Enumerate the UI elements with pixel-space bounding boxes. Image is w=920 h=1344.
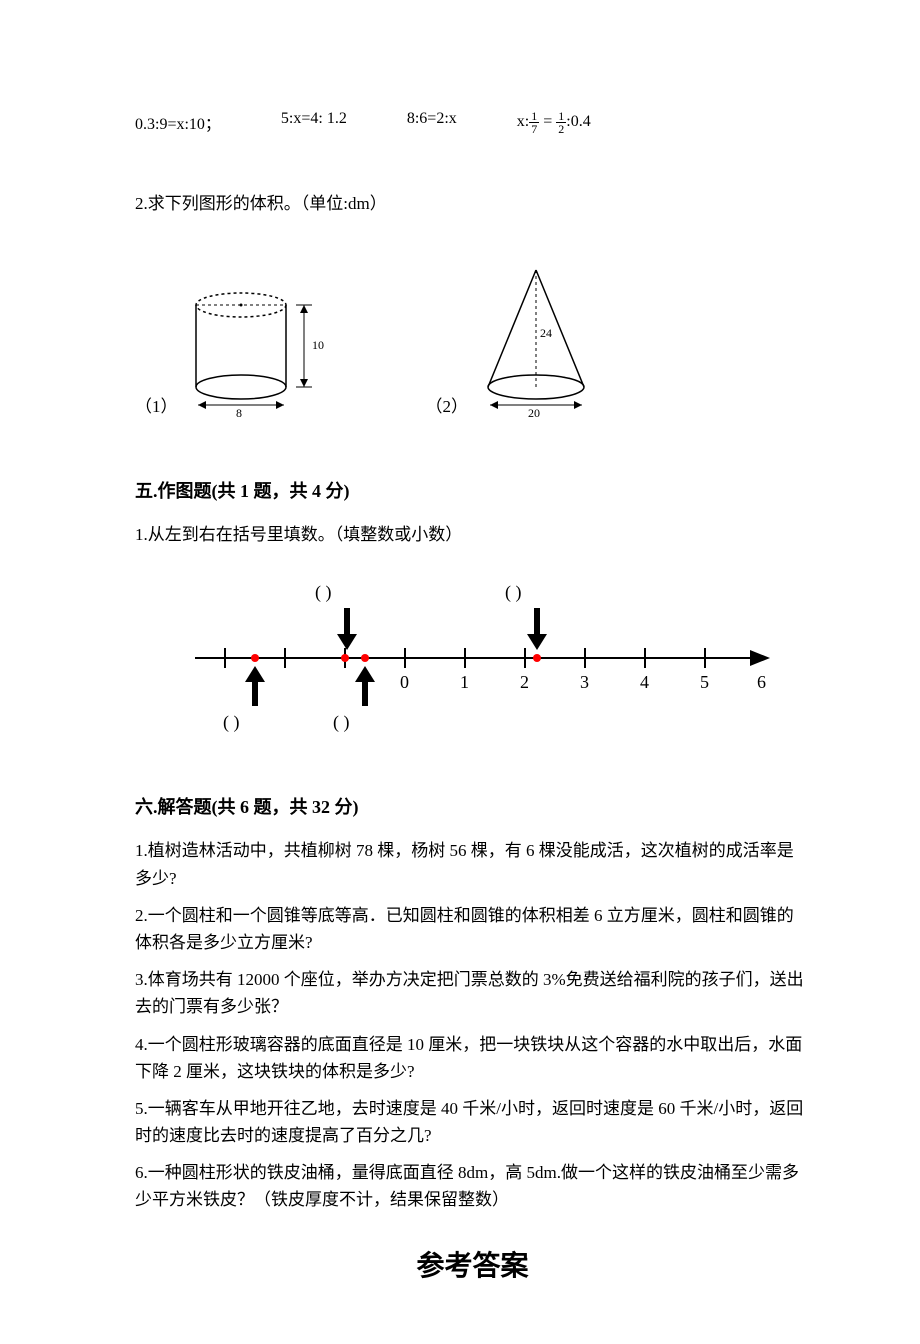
tick-label-5: 5 [700,672,709,692]
red-point [361,654,369,662]
equation-4: x:17 = 12:0.4 [517,110,591,135]
bot-paren-1: ( ) [223,712,240,733]
bot-paren-2: ( ) [333,712,350,733]
fig1-label: （1） [135,392,178,417]
red-point [533,654,541,662]
arrow-down-icon [337,608,357,650]
sec6-q4: 4.一个圆柱形玻璃容器的底面直径是 10 厘米，把一块铁块从这个容器的水中取出后… [135,1031,810,1085]
red-point [341,654,349,662]
cylinder-figure: 8 10 [186,287,336,417]
q2-volume-text: 2.求下列图形的体积。（单位:dm） [135,190,810,217]
top-paren-1: ( ) [315,582,332,603]
sec6-q1: 1.植树造林活动中，共植柳树 78 棵，杨树 56 棵，有 6 棵没能成活，这次… [135,837,810,891]
cylinder-height: 10 [312,338,324,352]
eq4-mid: = [539,113,556,130]
fig2-label: （2） [426,392,469,417]
arrow-up-icon [355,666,375,706]
tick-label-4: 4 [640,672,649,692]
fraction-1-2: 12 [556,110,566,135]
eq4-suffix: :0.4 [566,113,590,130]
equation-1: 0.3:9=x:10； [135,110,221,135]
equation-2: 5:x=4: 1.2 [281,110,347,135]
arrow-down-icon [527,608,547,650]
equations-row: 0.3:9=x:10； 5:x=4: 1.2 8:6=2:x x:17 = 12… [135,110,810,135]
answers-heading: 参考答案 [135,1244,810,1284]
frac-den: 7 [529,123,539,135]
top-paren-2: ( ) [505,582,522,603]
tick-label-1: 1 [460,672,469,692]
tick-label-3: 3 [580,672,589,692]
cone-diameter: 20 [528,406,540,417]
sec5-q1: 1.从左到右在括号里填数。（填整数或小数） [135,521,810,548]
tick-label-6: 6 [757,672,766,692]
sec6-q3: 3.体育场共有 12000 个座位，举办方决定把门票总数的 3%免费送给福利院的… [135,966,810,1020]
frac-den: 2 [556,123,566,135]
fraction-1-7: 17 [529,110,539,135]
red-point [251,654,259,662]
tick-label-2: 2 [520,672,529,692]
sec6-q6: 6.一种圆柱形状的铁皮油桶，量得底面直径 8dm，高 5dm.做一个这样的铁皮油… [135,1159,810,1213]
section-6-heading: 六.解答题(共 6 题，共 32 分) [135,793,810,819]
eq4-prefix: x: [517,113,529,130]
tick-label-0: 0 [400,672,409,692]
volume-figures: （1） 8 10 [135,262,810,417]
equation-3: 8:6=2:x [407,110,457,135]
sec6-q2: 2.一个圆柱和一个圆锥等底等高．已知圆柱和圆锥的体积相差 6 立方厘米，圆柱和圆… [135,902,810,956]
number-line-figure: ( ) ( ) [185,578,810,743]
cylinder-diameter: 8 [236,406,242,417]
cone-height: 24 [540,326,552,340]
section-5-heading: 五.作图题(共 1 题，共 4 分) [135,477,810,503]
sec6-q5: 5.一辆客车从甲地开往乙地，去时速度是 40 千米/小时，返回时速度是 60 千… [135,1095,810,1149]
axis-arrowhead-icon [750,650,770,666]
arrow-up-icon [245,666,265,706]
cone-figure: 24 20 [476,262,606,417]
